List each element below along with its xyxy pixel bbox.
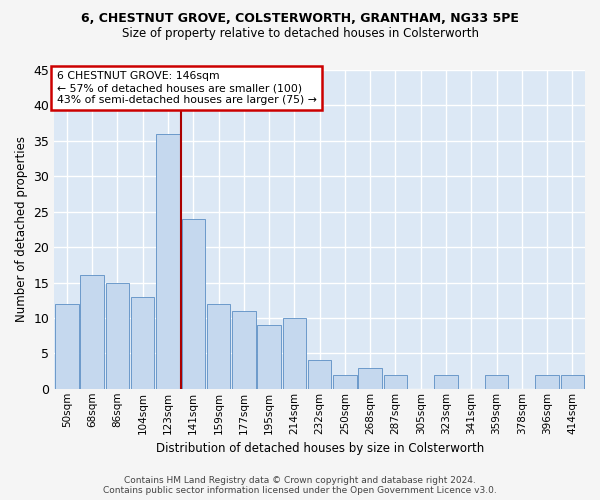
Bar (434, 374, 458, 389)
Bar (80, 276, 104, 389)
Bar (182, 219, 205, 389)
Bar (283, 318, 306, 389)
Bar (384, 374, 407, 389)
Bar (131, 296, 154, 389)
Text: Contains HM Land Registry data © Crown copyright and database right 2024.
Contai: Contains HM Land Registry data © Crown c… (103, 476, 497, 495)
Bar (156, 134, 180, 389)
Text: 6 CHESTNUT GROVE: 146sqm
← 57% of detached houses are smaller (100)
43% of semi-: 6 CHESTNUT GROVE: 146sqm ← 57% of detach… (57, 72, 317, 104)
Bar (207, 304, 230, 389)
Text: Size of property relative to detached houses in Colsterworth: Size of property relative to detached ho… (121, 28, 479, 40)
Bar (308, 360, 331, 389)
X-axis label: Distribution of detached houses by size in Colsterworth: Distribution of detached houses by size … (155, 442, 484, 455)
Bar (55, 304, 79, 389)
Bar (106, 282, 129, 389)
Text: 6, CHESTNUT GROVE, COLSTERWORTH, GRANTHAM, NG33 5PE: 6, CHESTNUT GROVE, COLSTERWORTH, GRANTHA… (81, 12, 519, 26)
Bar (485, 374, 508, 389)
Bar (535, 374, 559, 389)
Bar (560, 374, 584, 389)
Y-axis label: Number of detached properties: Number of detached properties (15, 136, 28, 322)
Bar (333, 374, 356, 389)
Bar (358, 368, 382, 389)
Bar (257, 325, 281, 389)
Bar (232, 311, 256, 389)
